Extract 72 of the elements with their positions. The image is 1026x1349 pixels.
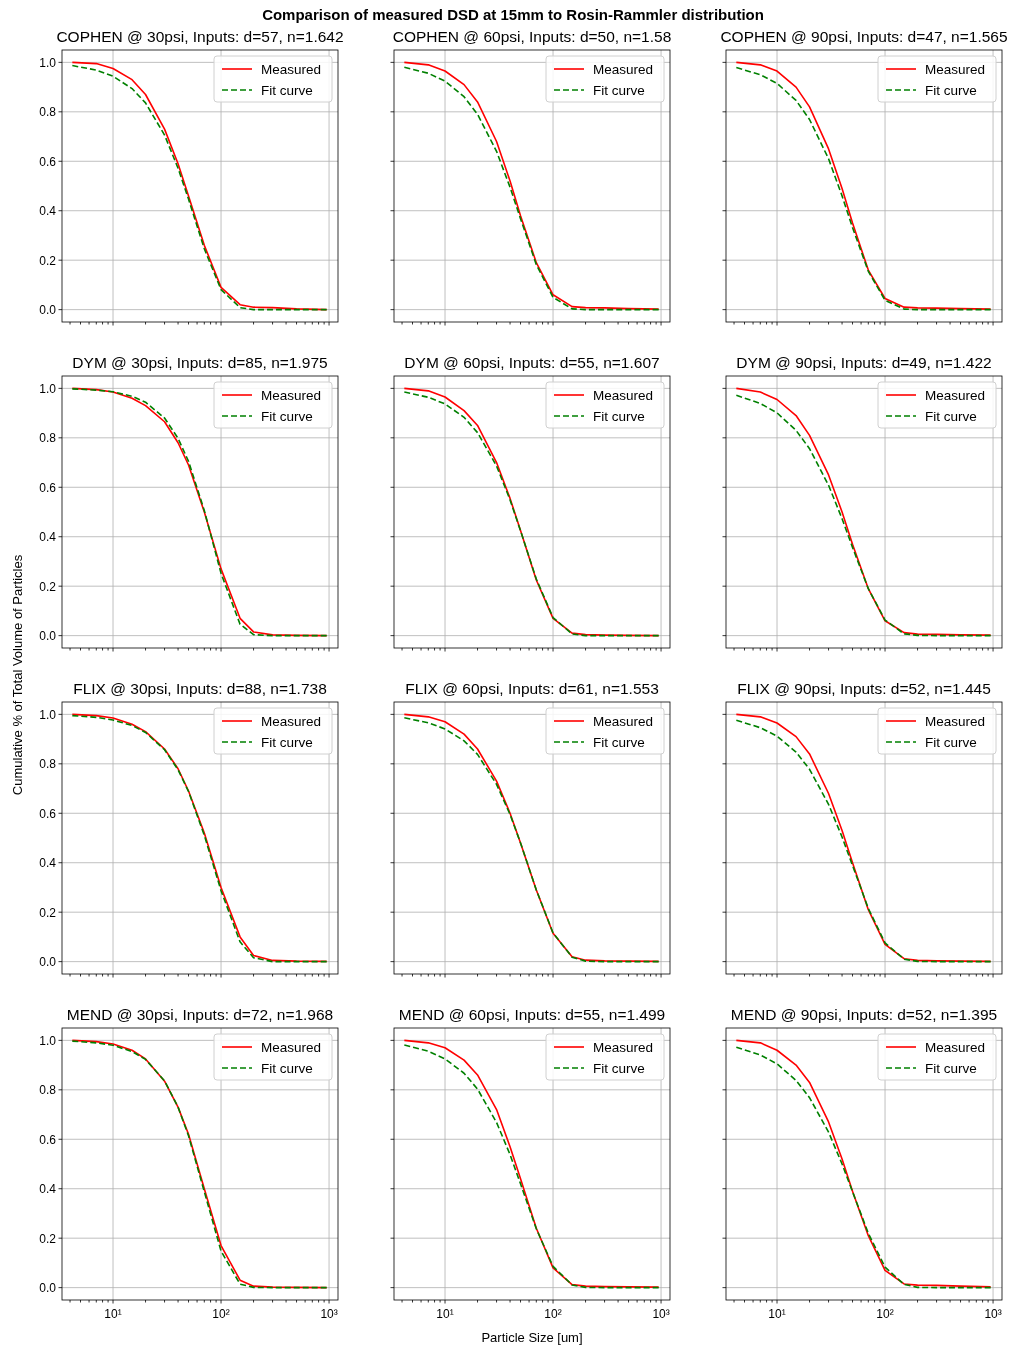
y-tick-label: 0.0 xyxy=(39,955,57,970)
legend-label: Fit curve xyxy=(261,735,313,750)
legend-label: Fit curve xyxy=(593,409,645,424)
y-tick-label: 0.2 xyxy=(39,1231,57,1246)
y-tick-label: 0.8 xyxy=(39,431,57,446)
y-tick-label: 1.0 xyxy=(39,707,57,722)
legend-label: Fit curve xyxy=(593,1061,645,1076)
x-tick-label: 10² xyxy=(212,1307,230,1321)
legend-label: Fit curve xyxy=(261,409,313,424)
legend-label: Measured xyxy=(925,62,986,77)
y-tick-label: 0.4 xyxy=(39,1182,57,1197)
y-axis-title: Cumulative % of Total Volume of Particles xyxy=(10,554,25,796)
y-tick-label: 0.2 xyxy=(39,905,57,920)
legend-label: Measured xyxy=(261,62,322,77)
chart-title: COPHEN @ 30psi, Inputs: d=57, n=1.642 xyxy=(56,28,344,45)
x-tick-label: 10³ xyxy=(984,1307,1002,1321)
legend-label: Fit curve xyxy=(925,1061,977,1076)
x-tick-label: 10¹ xyxy=(436,1307,454,1321)
legend-label: Measured xyxy=(925,1040,986,1055)
chart-title: DYM @ 90psi, Inputs: d=49, n=1.422 xyxy=(736,354,992,371)
y-tick-label: 0.6 xyxy=(39,806,57,821)
y-tick-label: 0.2 xyxy=(39,579,57,594)
legend-label: Fit curve xyxy=(925,735,977,750)
legend-label: Measured xyxy=(261,1040,322,1055)
y-tick-label: 0.2 xyxy=(39,253,57,268)
y-tick-label: 0.4 xyxy=(39,204,57,219)
x-tick-label: 10¹ xyxy=(768,1307,786,1321)
legend-label: Measured xyxy=(593,388,654,403)
chart-title: MEND @ 30psi, Inputs: d=72, n=1.968 xyxy=(66,1006,334,1023)
chart-title: COPHEN @ 90psi, Inputs: d=47, n=1.565 xyxy=(720,28,1008,45)
chart-title: DYM @ 60psi, Inputs: d=55, n=1.607 xyxy=(404,354,660,371)
legend-label: Measured xyxy=(593,1040,654,1055)
legend-label: Measured xyxy=(925,388,986,403)
legend-label: Fit curve xyxy=(925,83,977,98)
legend-label: Fit curve xyxy=(593,735,645,750)
y-tick-label: 0.8 xyxy=(39,1083,57,1098)
y-tick-label: 0.0 xyxy=(39,629,57,644)
y-tick-label: 0.8 xyxy=(39,757,57,772)
x-tick-label: 10¹ xyxy=(104,1307,122,1321)
chart-title: MEND @ 60psi, Inputs: d=55, n=1.499 xyxy=(398,1006,666,1023)
y-tick-label: 1.0 xyxy=(39,55,57,70)
legend-label: Measured xyxy=(593,62,654,77)
legend-label: Measured xyxy=(261,388,322,403)
legend-label: Measured xyxy=(925,714,986,729)
y-tick-label: 0.4 xyxy=(39,530,57,545)
y-tick-label: 0.0 xyxy=(39,303,57,318)
y-tick-label: 0.8 xyxy=(39,105,57,120)
x-axis-title: Particle Size [um] xyxy=(481,1330,583,1345)
x-tick-label: 10² xyxy=(876,1307,894,1321)
legend-label: Measured xyxy=(261,714,322,729)
chart-title: FLIX @ 30psi, Inputs: d=88, n=1.738 xyxy=(73,680,327,697)
y-tick-label: 0.6 xyxy=(39,154,57,169)
legend-label: Fit curve xyxy=(593,83,645,98)
x-tick-label: 10³ xyxy=(320,1307,338,1321)
y-tick-label: 1.0 xyxy=(39,381,57,396)
x-tick-label: 10² xyxy=(544,1307,562,1321)
y-tick-label: 0.0 xyxy=(39,1281,57,1296)
x-tick-label: 10³ xyxy=(652,1307,670,1321)
legend-label: Fit curve xyxy=(925,409,977,424)
legend-label: Measured xyxy=(593,714,654,729)
chart-title: COPHEN @ 60psi, Inputs: d=50, n=1.58 xyxy=(392,28,672,45)
y-tick-label: 0.6 xyxy=(39,480,57,495)
y-tick-label: 1.0 xyxy=(39,1033,57,1048)
y-tick-label: 0.6 xyxy=(39,1132,57,1147)
y-tick-label: 0.4 xyxy=(39,856,57,871)
chart-title: MEND @ 90psi, Inputs: d=52, n=1.395 xyxy=(730,1006,998,1023)
chart-title: FLIX @ 60psi, Inputs: d=61, n=1.553 xyxy=(405,680,659,697)
chart-title: DYM @ 30psi, Inputs: d=85, n=1.975 xyxy=(72,354,328,371)
legend-label: Fit curve xyxy=(261,1061,313,1076)
legend-label: Fit curve xyxy=(261,83,313,98)
chart-title: FLIX @ 90psi, Inputs: d=52, n=1.445 xyxy=(737,680,991,697)
text: Comparison of measured DSD at 15mm to Rosin-Rammler distribution xyxy=(262,6,764,23)
